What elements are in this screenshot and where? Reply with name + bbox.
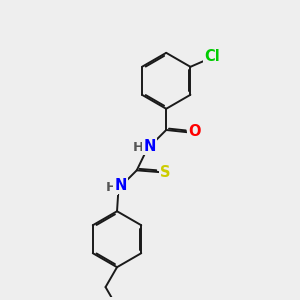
Text: H: H <box>106 181 117 194</box>
Text: N: N <box>143 139 156 154</box>
Text: H: H <box>133 141 144 154</box>
Text: O: O <box>188 124 201 139</box>
Text: N: N <box>115 178 127 193</box>
Text: S: S <box>160 165 171 180</box>
Text: Cl: Cl <box>205 49 220 64</box>
